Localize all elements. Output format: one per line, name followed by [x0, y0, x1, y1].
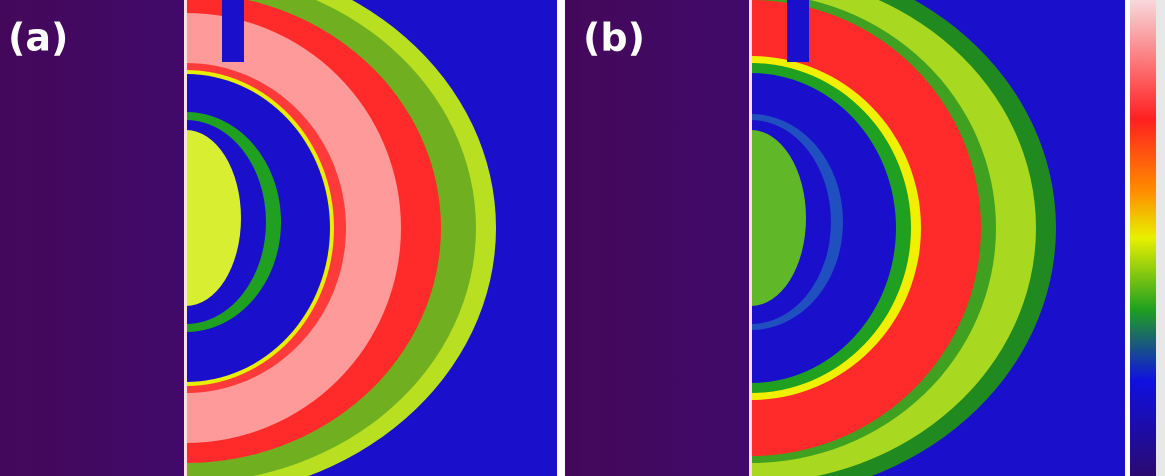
colorbar-edge	[1156, 0, 1165, 476]
colorbar	[1130, 0, 1156, 476]
panel-a: (a)	[0, 0, 557, 476]
panel-label: (b)	[583, 16, 645, 60]
panel-label: (a)	[8, 16, 68, 60]
panel-b: (b)	[565, 0, 1125, 476]
